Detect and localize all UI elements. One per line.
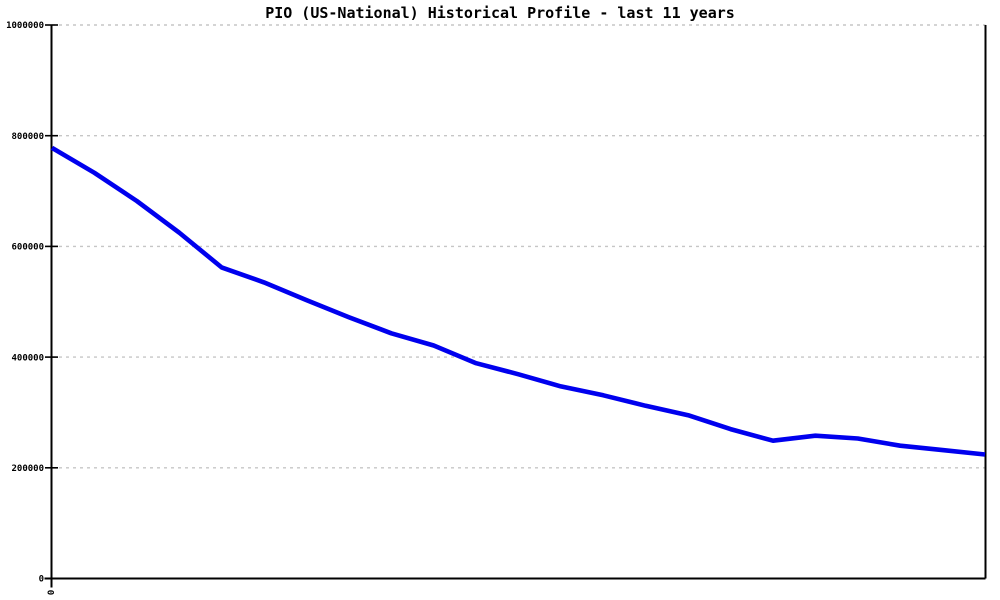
y-tick-label: 800000 [11, 132, 44, 142]
y-tick-label: 400000 [11, 353, 44, 363]
y-tick-label: 1000000 [6, 21, 44, 31]
y-tick-label: 0 [39, 575, 44, 585]
x-origin-tick-label: 0 [45, 590, 55, 595]
chart-title: PIO (US-National) Historical Profile - l… [265, 4, 735, 22]
y-tick-label: 200000 [11, 464, 44, 474]
data-line [50, 145, 986, 457]
y-tick-label: 600000 [11, 243, 44, 253]
